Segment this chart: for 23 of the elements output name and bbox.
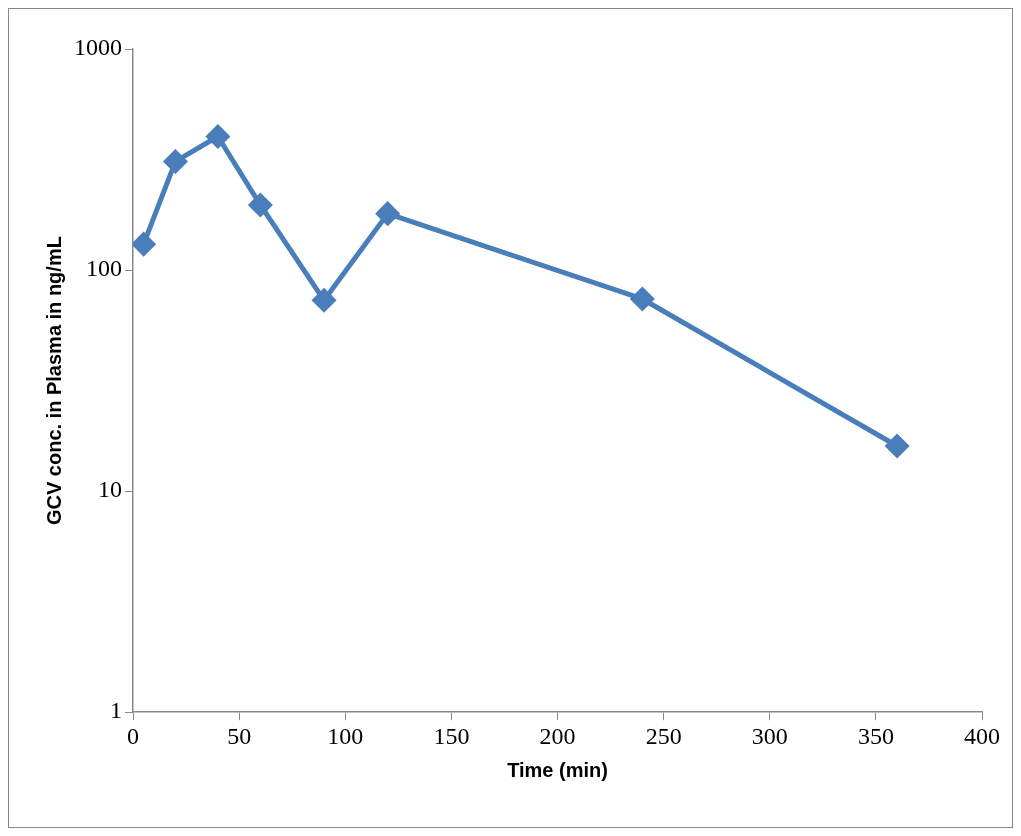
y-axis-title: GCV conc. in Plasma in ng/mL: [42, 236, 65, 526]
x-tick-label: 300: [751, 722, 788, 749]
x-tick-label: 50: [227, 722, 252, 749]
point: [376, 202, 400, 226]
point: [248, 193, 272, 217]
x-tick-label: 0: [127, 722, 139, 749]
point: [163, 149, 187, 173]
x-tick-label: 400: [964, 722, 1000, 749]
point: [133, 232, 156, 256]
x-tick-label: 200: [539, 722, 576, 749]
point: [885, 434, 909, 458]
x-axis-title: Time (min): [507, 758, 608, 781]
y-tick-label: 1: [110, 697, 122, 724]
y-tick-label: 100: [86, 255, 122, 282]
point: [206, 124, 230, 148]
y-tick-label: 10: [98, 476, 122, 503]
x-tick-label: 350: [857, 722, 894, 749]
x-tick-label: 150: [433, 722, 470, 749]
x-tick-label: 100: [327, 722, 364, 749]
point: [630, 287, 654, 311]
y-tick-label: 1000: [74, 34, 122, 61]
point: [312, 288, 336, 312]
x-tick-label: 250: [645, 722, 682, 749]
